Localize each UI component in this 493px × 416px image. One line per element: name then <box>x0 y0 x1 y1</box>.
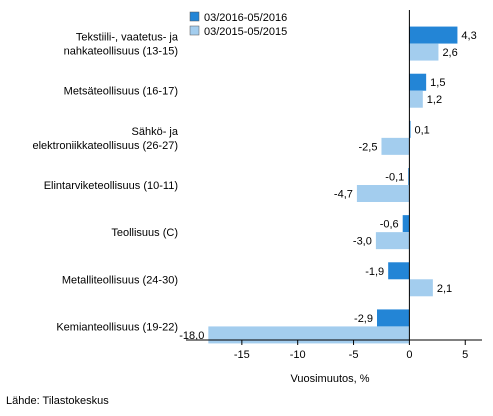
legend-swatch-1 <box>189 25 200 36</box>
x-tick-label-0: -15 <box>234 349 250 361</box>
bar-recent-2 <box>409 120 411 138</box>
bar-previous-4 <box>375 232 410 250</box>
data-label-recent-4: -0,6 <box>380 219 399 231</box>
category-label-4: Teollisuus (C) <box>111 227 178 239</box>
legend-label-0: 03/2016-05/2016 <box>204 12 287 24</box>
data-label-previous-5: 2,1 <box>437 283 452 295</box>
data-label-recent-3: -0,1 <box>385 172 404 184</box>
category-label-1: Metsäteollisuus (16-17) <box>64 86 178 98</box>
x-tick-label-4: 5 <box>462 349 468 361</box>
bar-previous-5 <box>409 279 433 297</box>
bar-recent-4 <box>402 215 410 233</box>
data-label-previous-6: -18,0 <box>179 330 204 342</box>
bar-recent-6 <box>377 309 410 327</box>
data-label-previous-1: 1,2 <box>427 94 442 106</box>
data-label-recent-6: -2,9 <box>354 313 373 325</box>
bar-previous-2 <box>381 137 410 155</box>
x-tick-label-2: -5 <box>349 349 359 361</box>
legend-swatch-0 <box>189 11 200 22</box>
x-axis-title: Vuosimuutos, % <box>290 373 369 385</box>
category-label-2: Sähkö- ja elektroniikkateollisuus (26-27) <box>32 126 178 152</box>
data-label-recent-2: 0,1 <box>415 124 430 136</box>
data-label-recent-0: 4,3 <box>461 30 476 42</box>
data-label-previous-3: -4,7 <box>334 189 353 201</box>
category-label-6: Kemianteollisuus (19-22) <box>56 321 178 333</box>
legend-label-1: 03/2015-05/2015 <box>204 26 287 38</box>
bar-previous-1 <box>409 90 423 108</box>
data-label-previous-0: 2,6 <box>442 47 457 59</box>
data-label-previous-4: -3,0 <box>353 236 372 248</box>
bar-previous-6 <box>208 326 410 344</box>
legend: 03/2016-05/2016 03/2015-05/2015 <box>189 11 287 38</box>
category-label-0: Tekstiili-, vaatetus- ja nahkateollisuus … <box>64 32 179 58</box>
x-tick-label-3: 0 <box>406 349 412 361</box>
data-label-previous-2: -2,5 <box>359 141 378 153</box>
category-labels: Tekstiili-, vaatetus- ja nahkateollisuus … <box>32 32 178 334</box>
data-label-recent-1: 1,5 <box>430 77 445 89</box>
category-label-5: Metalliteollisuus (24-30) <box>62 274 178 286</box>
bar-recent-0 <box>409 26 458 44</box>
bar-recent-1 <box>409 73 427 91</box>
bar-previous-0 <box>409 43 439 61</box>
x-tick-label-1: -10 <box>290 349 306 361</box>
category-label-3: Elintarviketeollisuus (10-11) <box>44 180 178 192</box>
bars-layer: 4,3 2,6 1,5 1,2 0,1 -2,5 -0,1 -4,7 -0,6 -3,0 -1,9 2… <box>179 26 477 344</box>
data-label-recent-5: -1,9 <box>365 266 384 278</box>
bar-recent-3 <box>408 168 410 185</box>
bar-recent-5 <box>388 262 410 280</box>
bar-previous-3 <box>356 185 410 202</box>
source-note: Lähde: Tilastokeskus <box>6 395 109 407</box>
x-axis: -15 -10 -5 0 5 <box>186 10 482 361</box>
